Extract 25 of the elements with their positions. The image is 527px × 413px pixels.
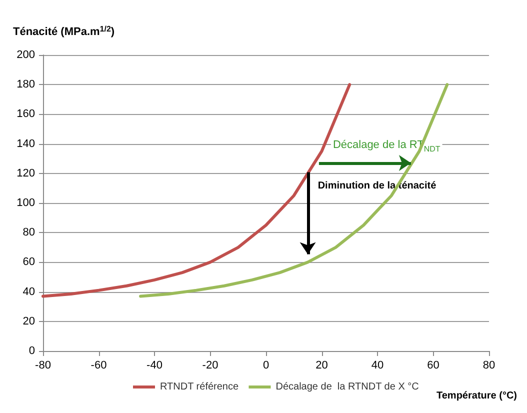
line-series (139, 83, 449, 298)
y-tick-label: 160 (16, 108, 35, 120)
x-tick-label: -60 (90, 360, 107, 372)
y-tick-label: 120 (16, 167, 35, 180)
x-tick-label: -40 (146, 360, 162, 372)
x-axis-title: Température (°C) (436, 390, 518, 402)
y-tick-label: 60 (22, 256, 35, 268)
y-tick-label: 80 (22, 226, 35, 239)
x-tick-label: 0 (262, 360, 270, 372)
y-tick-label: 40 (22, 286, 35, 298)
y-tick-label: 180 (16, 78, 35, 91)
x-tick-label: 20 (316, 360, 328, 372)
x-tick-label: 40 (371, 360, 384, 372)
y-tick-label: 140 (16, 138, 35, 150)
y-tick-label: 20 (22, 315, 35, 328)
legend-label: RTNDT référence (160, 382, 239, 392)
y-tick-label: 200 (16, 49, 35, 61)
x-tick-label: -20 (202, 360, 218, 372)
x-tick-label: -80 (35, 360, 51, 372)
y-tick-label: 100 (16, 197, 35, 209)
x-tick-label: 80 (482, 360, 496, 372)
legend-label: Décalage de la RTNDT de X °C (276, 382, 419, 392)
annotation: Diminution de la ténacité (318, 180, 437, 192)
y-tick-label: 0 (28, 345, 35, 357)
x-tick-label: 60 (427, 360, 440, 372)
